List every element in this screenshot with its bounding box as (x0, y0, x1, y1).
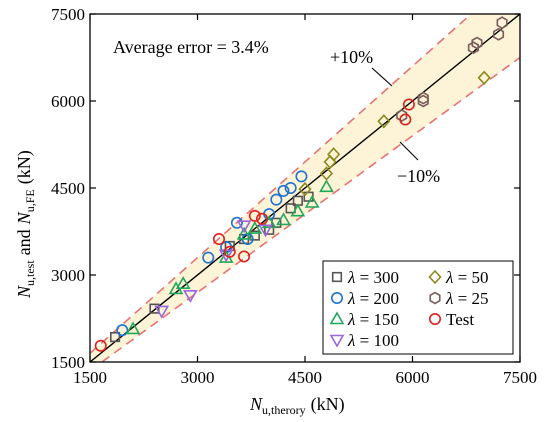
y-tick-label: 7500 (51, 5, 85, 24)
data-point (285, 203, 296, 214)
x-tick-label: 7500 (503, 368, 537, 387)
legend-item: Test (428, 310, 474, 329)
plus-10-pointer (371, 67, 393, 87)
x-tick-label: 4500 (288, 368, 322, 387)
legend-marker (429, 291, 441, 305)
data-point (290, 203, 306, 217)
data-point (230, 216, 243, 229)
legend-label: λ = 150 (347, 310, 399, 329)
data-point (284, 182, 297, 195)
data-point (304, 194, 320, 208)
lower-10-line (100, 56, 520, 362)
data-point (223, 245, 236, 258)
legend-label: Test (446, 310, 474, 329)
data-point (417, 91, 429, 105)
y-equals-x-line (90, 14, 520, 362)
y-tick-label: 4500 (51, 179, 85, 198)
legend-label: λ = 25 (445, 289, 488, 308)
reference-line (90, 14, 520, 362)
series-5 (396, 16, 508, 122)
data-point (399, 113, 412, 126)
y-axis-label: Nu,testandNu,FE(kN) (14, 150, 37, 299)
data-point (298, 181, 312, 197)
data-point (238, 250, 251, 263)
data-point (327, 147, 341, 162)
legend-item: λ = 300 (331, 268, 399, 287)
data-point (396, 109, 408, 122)
data-point (248, 209, 261, 222)
legend-label: λ = 50 (445, 268, 488, 287)
data-point (258, 224, 273, 238)
y-tick-label: 3000 (51, 266, 85, 285)
axis-ticks: 1500 3000 4500 6000 7500 1500 3000 4500 6000 7500 (51, 5, 537, 387)
legend-item: λ = 200 (330, 289, 399, 308)
data-point (377, 114, 391, 129)
data-point (492, 27, 505, 41)
x-axis-label: Nu,therory (kN) (249, 394, 345, 417)
minus-10-annotation: −10% (397, 166, 440, 186)
data-point (471, 36, 483, 50)
data-point (149, 303, 160, 314)
data-point (202, 251, 215, 264)
x-tick-label: 6000 (396, 368, 430, 387)
legend-marker (330, 291, 343, 304)
plus-10-annotation: +10% (330, 47, 373, 67)
series-6 (94, 98, 415, 352)
legend-marker (329, 334, 345, 348)
legend: λ = 300 λ = 50 λ = 200 λ = 25 λ = 150 Test λ =… (322, 260, 514, 355)
series-4 (298, 70, 491, 197)
data-point (402, 98, 415, 111)
y-tick-label: 6000 (51, 92, 85, 111)
legend-label: λ = 100 (347, 331, 399, 350)
x-tick-label: 3000 (181, 368, 215, 387)
legend-item: λ = 150 (329, 310, 399, 329)
data-point (467, 41, 479, 55)
legend-marker (428, 269, 442, 285)
y-tick-label: 1500 (51, 353, 85, 372)
data-point (295, 170, 308, 183)
data-point (109, 331, 121, 343)
data-point (236, 226, 252, 240)
data-points (94, 16, 508, 352)
legend-item: λ = 50 (428, 268, 488, 287)
data-point (255, 212, 268, 225)
data-point (276, 212, 291, 226)
data-point (175, 276, 191, 290)
legend-marker (329, 311, 345, 325)
data-point (277, 184, 290, 197)
minus-10-pointer (399, 141, 419, 161)
legend-box (322, 260, 514, 355)
upper-10-line (90, 14, 473, 354)
data-point (218, 249, 234, 263)
data-point (496, 16, 508, 30)
average-error-annotation: Average error = 3.4% (113, 37, 269, 57)
legend-item: λ = 100 (329, 331, 399, 350)
data-point (182, 289, 198, 303)
data-point (319, 179, 334, 193)
legend-marker (331, 271, 343, 283)
data-point (236, 220, 252, 234)
data-point (319, 166, 334, 181)
legend-marker (428, 312, 441, 325)
data-point (247, 220, 263, 234)
data-point (154, 305, 170, 319)
legend-item: λ = 25 (429, 289, 488, 308)
series-3 (154, 220, 273, 319)
legend-label: λ = 200 (347, 289, 399, 308)
data-point (94, 339, 107, 352)
data-point (477, 70, 491, 85)
x-tick-label: 1500 (73, 368, 107, 387)
data-point (116, 324, 129, 337)
data-point (125, 321, 141, 335)
data-point (213, 233, 226, 246)
legend-label: λ = 300 (347, 268, 399, 287)
data-point (270, 193, 283, 206)
